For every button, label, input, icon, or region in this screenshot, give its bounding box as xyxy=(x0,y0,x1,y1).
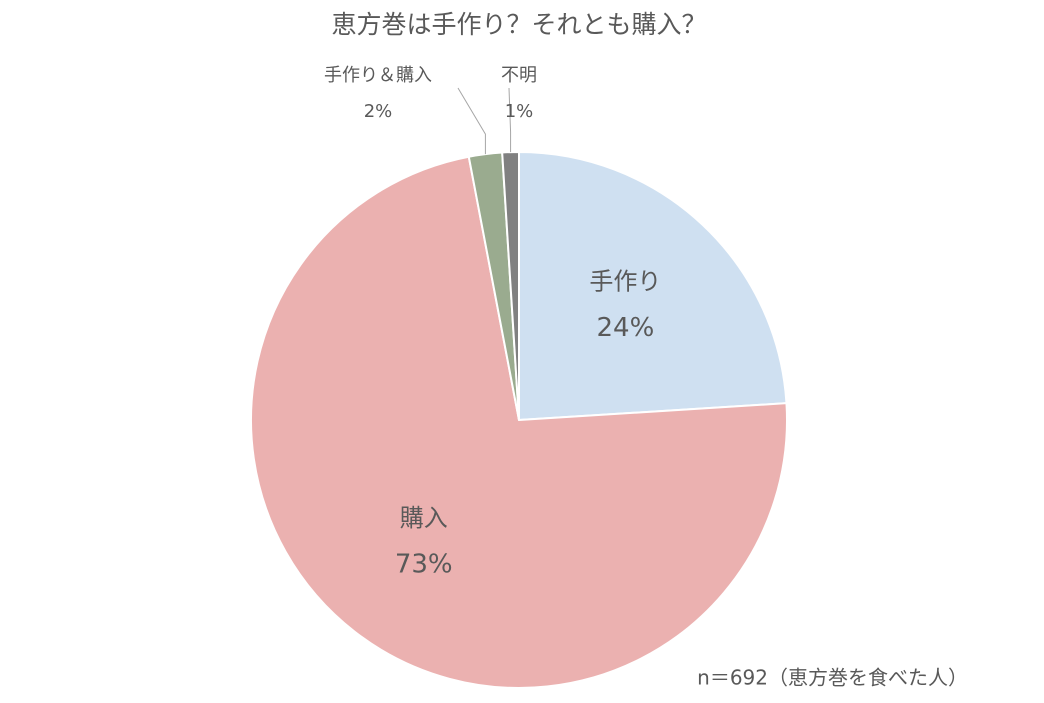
value-label: 24% xyxy=(597,313,655,343)
annotation: n＝692（恵方巻を食べた人） xyxy=(697,666,968,690)
pie-slice xyxy=(518,150,788,422)
slice-label: 手作り xyxy=(589,268,661,296)
pie-slice xyxy=(250,155,788,689)
slice-label: 手作り＆購入 xyxy=(324,65,432,86)
value-label: 2% xyxy=(364,101,393,122)
value-label: 73% xyxy=(395,549,453,579)
slice-label: 購入 xyxy=(400,504,448,532)
leader-line xyxy=(457,87,486,155)
chart-title: 恵方巻は手作り？それとも購入？ xyxy=(331,10,706,39)
value-label: 1% xyxy=(505,101,534,122)
pie-slice xyxy=(501,150,520,421)
leader-line xyxy=(508,87,512,153)
slice-label: 不明 xyxy=(501,65,537,86)
